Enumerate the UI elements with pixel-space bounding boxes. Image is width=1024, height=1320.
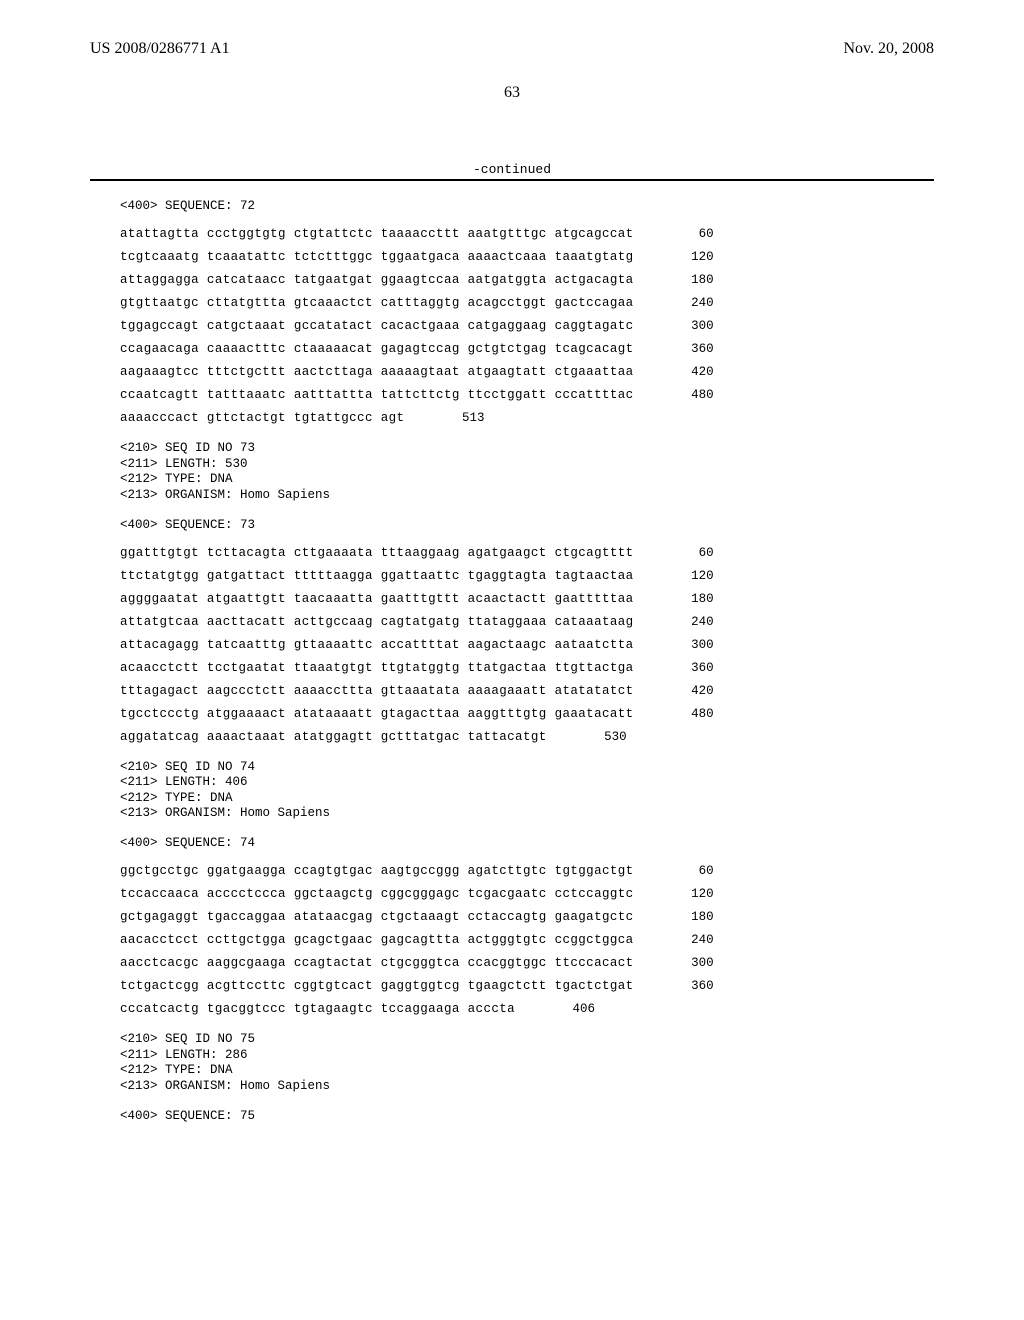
rule-top: [90, 179, 934, 181]
sequence-row: attatgtcaa aacttacatt acttgccaag cagtatg…: [120, 615, 934, 629]
sequence-position: 300: [658, 956, 714, 970]
page-header: US 2008/0286771 A1 Nov. 20, 2008: [90, 40, 934, 58]
sequence-position: 180: [658, 910, 714, 924]
sequence-position: 120: [658, 250, 714, 264]
sequence-position: 480: [658, 707, 714, 721]
sequence-text: aaaacccact gttctactgt tgtattgccc agt: [120, 411, 404, 425]
publication-number: US 2008/0286771 A1: [90, 40, 230, 58]
sequence-text: aggatatcag aaaactaaat atatggagtt gctttat…: [120, 730, 547, 744]
sequence-text: aacacctcct ccttgctgga gcagctgaac gagcagt…: [120, 933, 634, 947]
continued-label: -continued: [90, 162, 934, 177]
sequence-row: attacagagg tatcaatttg gttaaaattc accattt…: [120, 638, 934, 652]
sequence-row: gtgttaatgc cttatgttta gtcaaactct catttag…: [120, 296, 934, 310]
sequence-row: ccagaacaga caaaactttc ctaaaaacat gagagtc…: [120, 342, 934, 356]
sequence-row: ggctgcctgc ggatgaagga ccagtgtgac aagtgcc…: [120, 864, 934, 878]
sequence-row: tctgactcgg acgttccttc cggtgtcact gaggtgg…: [120, 979, 934, 993]
sequence-header: <400> SEQUENCE: 72: [120, 199, 934, 213]
sequence-position: 180: [658, 273, 714, 287]
sequence-text: ggctgcctgc ggatgaagga ccagtgtgac aagtgcc…: [120, 864, 634, 878]
sequence-position: 60: [658, 546, 714, 560]
sequence-meta: <210> SEQ ID NO 73 <211> LENGTH: 530 <21…: [120, 441, 934, 504]
sequence-position: 180: [658, 592, 714, 606]
sequence-header: <400> SEQUENCE: 73: [120, 518, 934, 532]
sequence-position: 513: [428, 411, 484, 425]
sequence-position: 420: [658, 365, 714, 379]
sequence-row: aggggaatat atgaattgtt taacaaatta gaatttg…: [120, 592, 934, 606]
sequence-row: tggagccagt catgctaaat gccatatact cacactg…: [120, 319, 934, 333]
sequence-position: 530: [571, 730, 627, 744]
sequence-row: aacacctcct ccttgctgga gcagctgaac gagcagt…: [120, 933, 934, 947]
sequence-row: acaacctctt tcctgaatat ttaaatgtgt ttgtatg…: [120, 661, 934, 675]
sequence-text: ttctatgtgg gatgattact tttttaagga ggattaa…: [120, 569, 634, 583]
sequence-row: aacctcacgc aaggcgaaga ccagtactat ctgcggg…: [120, 956, 934, 970]
sequence-row: attaggagga catcataacc tatgaatgat ggaagtc…: [120, 273, 934, 287]
sequence-text: tggagccagt catgctaaat gccatatact cacactg…: [120, 319, 634, 333]
sequence-rows: ggctgcctgc ggatgaagga ccagtgtgac aagtgcc…: [120, 864, 934, 1016]
sequence-text: attaggagga catcataacc tatgaatgat ggaagtc…: [120, 273, 634, 287]
sequence-text: gtgttaatgc cttatgttta gtcaaactct catttag…: [120, 296, 634, 310]
publication-date: Nov. 20, 2008: [843, 40, 934, 58]
sequence-position: 240: [658, 933, 714, 947]
sequence-text: cccatcactg tgacggtccc tgtagaagtc tccagga…: [120, 1002, 515, 1016]
sequence-text: aagaaagtcc tttctgcttt aactcttaga aaaaagt…: [120, 365, 634, 379]
sequence-listing: <400> SEQUENCE: 72 atattagtta ccctggtgtg …: [90, 199, 934, 1123]
sequence-position: 480: [658, 388, 714, 402]
sequence-position: 60: [658, 227, 714, 241]
sequence-text: ccagaacaga caaaactttc ctaaaaacat gagagtc…: [120, 342, 634, 356]
sequence-row: tccaccaaca acccctccca ggctaagctg cggcggg…: [120, 887, 934, 901]
sequence-row: ccaatcagtt tatttaaatc aatttattta tattctt…: [120, 388, 934, 402]
sequence-text: tctgactcgg acgttccttc cggtgtcact gaggtgg…: [120, 979, 634, 993]
sequence-text: atattagtta ccctggtgtg ctgtattctc taaaacc…: [120, 227, 634, 241]
sequence-text: tcgtcaaatg tcaaatattc tctctttggc tggaatg…: [120, 250, 634, 264]
sequence-text: ggatttgtgt tcttacagta cttgaaaata tttaagg…: [120, 546, 634, 560]
sequence-header: <400> SEQUENCE: 74: [120, 836, 934, 850]
sequence-position: 360: [658, 661, 714, 675]
sequence-position: 240: [658, 615, 714, 629]
sequence-text: tttagagact aagccctctt aaaaccttta gttaaat…: [120, 684, 634, 698]
sequence-row: aaaacccact gttctactgt tgtattgccc agt 513: [120, 411, 934, 425]
sequence-row: aggatatcag aaaactaaat atatggagtt gctttat…: [120, 730, 934, 744]
sequence-text: attatgtcaa aacttacatt acttgccaag cagtatg…: [120, 615, 634, 629]
sequence-position: 406: [539, 1002, 595, 1016]
sequence-text: ccaatcagtt tatttaaatc aatttattta tattctt…: [120, 388, 634, 402]
sequence-position: 300: [658, 319, 714, 333]
sequence-position: 60: [658, 864, 714, 878]
sequence-text: acaacctctt tcctgaatat ttaaatgtgt ttgtatg…: [120, 661, 634, 675]
sequence-text: attacagagg tatcaatttg gttaaaattc accattt…: [120, 638, 634, 652]
sequence-row: gctgagaggt tgaccaggaa atataacgag ctgctaa…: [120, 910, 934, 924]
sequence-position: 120: [658, 569, 714, 583]
sequence-row: atattagtta ccctggtgtg ctgtattctc taaaacc…: [120, 227, 934, 241]
sequence-meta: <210> SEQ ID NO 74 <211> LENGTH: 406 <21…: [120, 760, 934, 823]
sequence-text: tgcctccctg atggaaaact atataaaatt gtagact…: [120, 707, 634, 721]
sequence-text: gctgagaggt tgaccaggaa atataacgag ctgctaa…: [120, 910, 634, 924]
sequence-row: cccatcactg tgacggtccc tgtagaagtc tccagga…: [120, 1002, 934, 1016]
sequence-row: tttagagact aagccctctt aaaaccttta gttaaat…: [120, 684, 934, 698]
sequence-text: tccaccaaca acccctccca ggctaagctg cggcggg…: [120, 887, 634, 901]
sequence-position: 300: [658, 638, 714, 652]
sequence-position: 360: [658, 342, 714, 356]
sequence-position: 120: [658, 887, 714, 901]
sequence-header: <400> SEQUENCE: 75: [120, 1109, 934, 1123]
sequence-rows: atattagtta ccctggtgtg ctgtattctc taaaacc…: [120, 227, 934, 425]
sequence-row: tgcctccctg atggaaaact atataaaatt gtagact…: [120, 707, 934, 721]
sequence-row: aagaaagtcc tttctgcttt aactcttaga aaaaagt…: [120, 365, 934, 379]
sequence-row: tcgtcaaatg tcaaatattc tctctttggc tggaatg…: [120, 250, 934, 264]
sequence-text: aacctcacgc aaggcgaaga ccagtactat ctgcggg…: [120, 956, 634, 970]
sequence-position: 360: [658, 979, 714, 993]
sequence-text: aggggaatat atgaattgtt taacaaatta gaatttg…: [120, 592, 634, 606]
page: US 2008/0286771 A1 Nov. 20, 2008 63 -con…: [0, 0, 1024, 1320]
sequence-row: ggatttgtgt tcttacagta cttgaaaata tttaagg…: [120, 546, 934, 560]
sequence-meta: <210> SEQ ID NO 75 <211> LENGTH: 286 <21…: [120, 1032, 934, 1095]
sequence-position: 420: [658, 684, 714, 698]
sequence-position: 240: [658, 296, 714, 310]
sequence-rows: ggatttgtgt tcttacagta cttgaaaata tttaagg…: [120, 546, 934, 744]
page-number: 63: [90, 84, 934, 102]
sequence-row: ttctatgtgg gatgattact tttttaagga ggattaa…: [120, 569, 934, 583]
